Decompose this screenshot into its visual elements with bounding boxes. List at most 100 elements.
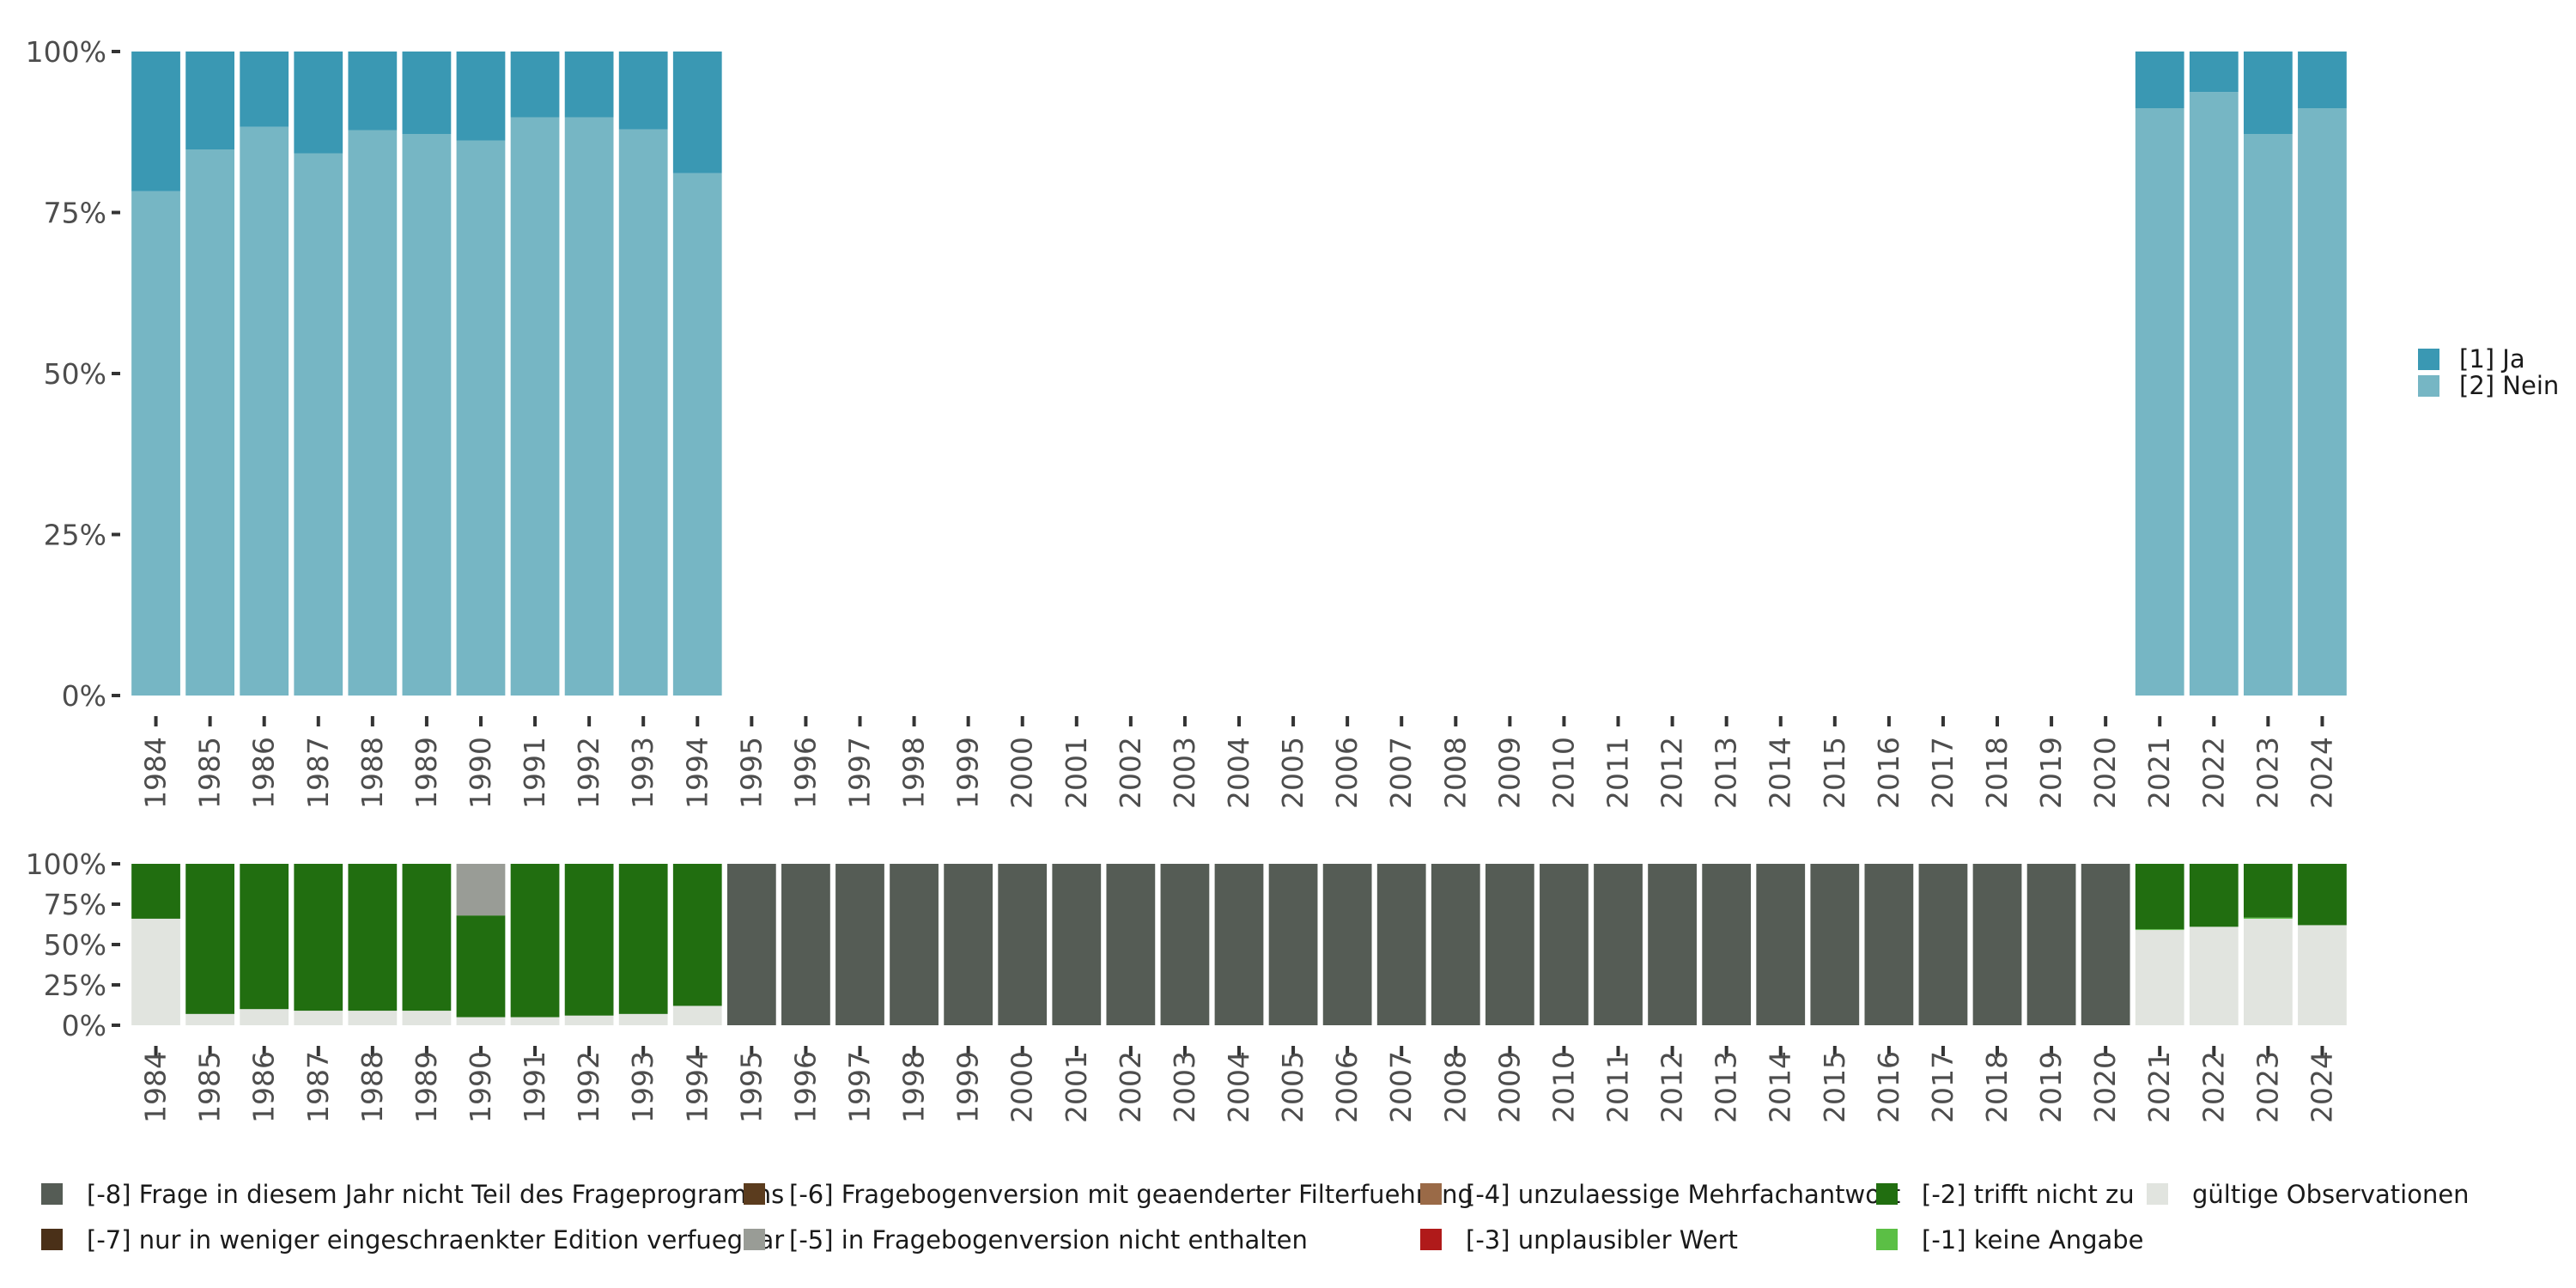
top-bar-1986-nein <box>240 126 289 696</box>
bottom-bar-1984-valid <box>131 918 180 1025</box>
bottom-bar-2021-valid <box>2135 930 2184 1025</box>
top-bar-1987-ja <box>294 52 343 154</box>
bottom-bar-2024-valid <box>2298 925 2347 1025</box>
top-bar-1986-ja <box>240 52 289 127</box>
bottom-x-tick-label: 2008 <box>1438 1051 1472 1123</box>
top-x-tick-label: 1999 <box>951 737 985 809</box>
top-bar-1994-ja <box>672 52 722 173</box>
bottom-x-tick-label: 1994 <box>680 1051 714 1123</box>
legend-label-m4: [-4] unzulaessige Mehrfachantwort <box>1466 1180 1900 1209</box>
top-bar-2023-nein <box>2244 134 2293 696</box>
top-y-tick-label: 25% <box>44 519 106 552</box>
top-y-tick-label: 100% <box>26 35 106 69</box>
bottom-x-tick-label: 2007 <box>1384 1051 1418 1123</box>
bottom-x-tick-label: 2023 <box>2251 1051 2284 1123</box>
top-x-tick-label: 1997 <box>842 737 876 809</box>
bottom-bar-2012-m8 <box>1648 864 1697 1025</box>
bottom-bar-1995-m8 <box>726 864 776 1025</box>
top-bar-1988-ja <box>348 52 398 131</box>
bottom-bar-1985-m2 <box>185 864 234 1014</box>
top-x-tick-label: 1984 <box>139 737 173 809</box>
legend-top-chart: [1] Ja[2] Nein <box>2418 344 2559 400</box>
bottom-x-tick-label: 2002 <box>1114 1051 1147 1123</box>
top-bar-1991-nein <box>510 117 560 696</box>
bottom-bar-1998-m8 <box>890 864 939 1025</box>
bottom-bar-2014-m8 <box>1756 864 1806 1025</box>
bottom-x-tick-label: 1993 <box>626 1051 659 1123</box>
bottom-bar-2023-m2 <box>2244 864 2293 918</box>
bottom-x-tick-label: 1992 <box>572 1051 605 1123</box>
bottom-x-tick-label: 1988 <box>355 1051 389 1123</box>
top-bar-1993-nein <box>618 129 668 696</box>
legend-label-m1: [-1] keine Angabe <box>1922 1225 2144 1255</box>
bottom-bar-1988-m2 <box>348 864 398 1012</box>
bottom-bar-1984-m2 <box>131 864 180 919</box>
top-x-tick-label: 2021 <box>2142 737 2176 809</box>
top-bar-1992-nein <box>564 117 614 696</box>
top-bar-1985-ja <box>185 52 234 149</box>
bottom-bar-2005-m8 <box>1268 864 1318 1025</box>
bottom-bar-1991-valid <box>510 1017 560 1025</box>
bottom-bar-1985-valid <box>185 1013 234 1025</box>
bottom-x-tick-label: 2001 <box>1060 1051 1093 1123</box>
top-x-tick-label: 1993 <box>626 737 659 809</box>
top-x-tick-label: 2007 <box>1384 737 1418 809</box>
bottom-bar-2007-m8 <box>1376 864 1426 1025</box>
bottom-bar-2004-m8 <box>1214 864 1264 1025</box>
bottom-bar-1990-valid <box>456 1017 506 1025</box>
bottom-x-tick-label: 2019 <box>2034 1051 2068 1123</box>
bottom-bar-2006-m8 <box>1322 864 1372 1025</box>
bottom-bar-1986-valid <box>240 1009 289 1025</box>
legend-label-m2: [-2] trifft nicht zu <box>1922 1180 2135 1209</box>
top-x-tick-label: 2008 <box>1438 737 1472 809</box>
bottom-x-tick-label: 1995 <box>734 1051 768 1123</box>
bottom-bar-1990-m2 <box>456 915 506 1018</box>
legend-label-valid: gültige Observationen <box>2192 1180 2470 1209</box>
top-x-tick-label: 2000 <box>1005 737 1039 809</box>
legend-swatch-m7 <box>41 1229 63 1250</box>
top-x-tick-label: 1992 <box>572 737 605 809</box>
top-x-tick-label: 1986 <box>247 737 281 809</box>
top-bar-1994-nein <box>672 173 722 696</box>
bottom-bar-2003-m8 <box>1160 864 1210 1025</box>
top-bar-1984-ja <box>131 52 180 191</box>
bottom-chart: 0% 25% 50% 75% 100% 1984 1985 1986 1987 1988 1989 1… <box>26 848 2347 1123</box>
bottom-bar-2024-m2 <box>2298 864 2347 926</box>
top-bar-2023-ja <box>2244 52 2293 134</box>
bottom-x-tick-label: 1984 <box>139 1051 173 1123</box>
bottom-bar-1994-valid <box>672 1005 722 1025</box>
legend-label-m7: [-7] nur in weniger eingeschraenkter Edi… <box>87 1225 784 1255</box>
bottom-x-tick-label: 2024 <box>2305 1051 2338 1123</box>
bottom-bar-2013-m8 <box>1702 864 1752 1025</box>
bottom-bar-1987-valid <box>294 1011 343 1025</box>
top-x-tick-label: 2014 <box>1764 737 1797 809</box>
top-x-tick-label: 2022 <box>2196 737 2230 809</box>
top-bar-2021-ja <box>2135 52 2184 108</box>
top-bar-1985-nein <box>185 149 234 696</box>
bottom-bar-2002-m8 <box>1106 864 1156 1025</box>
legend-swatch-m1 <box>1876 1229 1898 1250</box>
top-bar-1990-ja <box>456 52 506 141</box>
top-bar-1987-nein <box>294 153 343 696</box>
bottom-x-tick-label: 1985 <box>193 1051 227 1123</box>
top-x-tick-label: 2015 <box>1818 737 1851 809</box>
bottom-bar-2009-m8 <box>1485 864 1534 1025</box>
top-x-tick-label: 1990 <box>464 737 497 809</box>
top-bar-1989-ja <box>402 52 452 134</box>
top-x-tick-label: 2024 <box>2305 737 2338 809</box>
top-bar-2022-ja <box>2189 52 2239 93</box>
bottom-x-tick-label: 2000 <box>1005 1051 1039 1123</box>
top-x-tick-label: 2012 <box>1656 737 1689 809</box>
bottom-bar-2011-m8 <box>1594 864 1643 1025</box>
bottom-x-tick-label: 2020 <box>2088 1051 2122 1123</box>
bottom-x-tick-label: 2009 <box>1492 1051 1526 1123</box>
legend-swatch-m2 <box>1876 1183 1898 1205</box>
bottom-x-tick-label: 2021 <box>2142 1051 2176 1123</box>
legend-swatch-ja <box>2418 349 2439 370</box>
top-x-tick-label: 1998 <box>897 737 931 809</box>
top-x-tick-label: 1989 <box>410 737 443 809</box>
top-x-tick-label: 1985 <box>193 737 227 809</box>
bottom-bar-2000-m8 <box>998 864 1048 1025</box>
bottom-x-tick-label: 2011 <box>1601 1051 1635 1123</box>
top-y-tick-label: 75% <box>44 197 106 230</box>
